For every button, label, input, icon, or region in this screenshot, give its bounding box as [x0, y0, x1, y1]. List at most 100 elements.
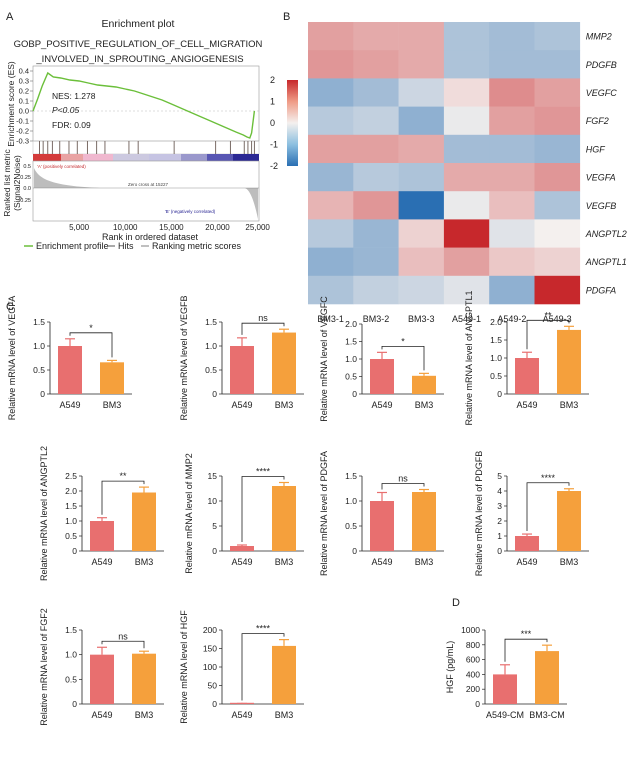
heatmap-col-label: A549-3 — [543, 314, 572, 324]
heatmap-cell — [489, 78, 535, 107]
heatmap-cell — [489, 50, 535, 79]
bar-chart: 0 200 400 600 800 1000 A549-CM BM3-CM *** HGF (pg… — [445, 625, 567, 720]
heatmap-cell — [353, 78, 399, 107]
bar-y-tick-label: 1000 — [461, 625, 480, 635]
bar-a549 — [58, 346, 82, 394]
bar-a549 — [515, 358, 539, 394]
bar-y-tick-label: 0 — [352, 389, 357, 399]
colorbar-tick-label: -1 — [270, 140, 278, 150]
heatmap-row-label: VEGFB — [586, 201, 617, 211]
bar-y-tick-label: 2.5 — [65, 471, 77, 481]
heatmap-cell — [353, 219, 399, 248]
gsea-fdr: FDR: 0.09 — [52, 120, 91, 130]
heatmap-cell — [308, 50, 354, 79]
bar-y-tick-label: 0.5 — [65, 531, 77, 541]
bar-y-tick-label: 200 — [203, 625, 217, 635]
heatmap-cell — [308, 163, 354, 192]
bar-y-tick-label: 1.5 — [490, 335, 502, 345]
es-axis-ticks: 0.40.30.20.10.0-0.1-0.2-0.3 — [16, 67, 259, 146]
rank-tick-label: 0.25 — [20, 175, 31, 181]
significance-label: ** — [119, 471, 127, 481]
bar-y-tick-label: 0.5 — [490, 371, 502, 381]
bar-category-label: A549 — [231, 557, 252, 567]
rank-x-tick-label: 25,000 — [245, 223, 270, 232]
heatmap-cell — [398, 219, 445, 248]
bar-category-label: BM3 — [275, 557, 294, 567]
panel-label-b: B — [283, 11, 290, 23]
bar-bm3 — [132, 653, 156, 704]
significance-bracket — [381, 345, 425, 371]
bar-y-tick-label: 0 — [72, 546, 77, 556]
es-tick-label: 0.2 — [19, 87, 29, 96]
colorbar-tick-label: 1 — [270, 97, 275, 107]
bar-y-tick-label: 1.0 — [65, 516, 77, 526]
gsea-geneset-line1: GOBP_POSITIVE_REGULATION_OF_CELL_MIGRATI… — [14, 39, 263, 50]
heatmap-colorbar — [287, 80, 298, 166]
bar-category-label: BM3 — [135, 557, 154, 567]
bar-charts: 0 0.5 1.0 1.5 A549 BM3 * Relative mRNA level of… — [7, 290, 589, 726]
bar-y-tick-label: 0 — [40, 389, 45, 399]
bar-chart: 0 0.5 1.0 1.5 2.0 A549 BM3 ** Relative mRNA leve… — [464, 290, 589, 426]
bar-y-tick-label: 0 — [475, 699, 480, 709]
significance-bracket — [241, 633, 285, 701]
heatmap-panel: MMP2 PDGFB VEGFC FGF2 HGF VEGFA VEGFB ANGPTL2 AN… — [308, 22, 627, 324]
bar-y-tick-label: 2 — [497, 516, 502, 526]
heatmap-cell — [534, 219, 581, 248]
bar-a549 — [90, 521, 114, 551]
bar-y-tick-label: 10 — [208, 496, 218, 506]
heatmap-cell — [489, 191, 535, 220]
heatmap-cell — [353, 134, 399, 164]
significance-label: ns — [258, 313, 268, 323]
significance-label: ** — [544, 310, 552, 320]
rank-xlabel: Rank in ordered dataset — [102, 232, 199, 242]
bar-y-tick-label: 0 — [72, 699, 77, 709]
bar-bm3 — [412, 492, 436, 551]
bar-y-tick-label: 0.5 — [205, 365, 217, 375]
heatmap-cell — [398, 106, 445, 136]
es-tick-label: 0.1 — [19, 97, 29, 106]
bar-bm3 — [412, 375, 436, 394]
bar-y-tick-label: 2.0 — [490, 317, 502, 327]
heatmap-cell — [398, 134, 445, 164]
significance-label: * — [89, 323, 93, 333]
bar-chart: 0 1 2 3 4 5 A549 BM3 **** Relative mRNA level of … — [474, 451, 589, 577]
legend-curve-label: Enrichment profile — [36, 241, 109, 251]
bar-ylabel: Relative mRNA level of ANGPTL1 — [464, 290, 474, 425]
heatmap-row-label: VEGFA — [586, 173, 616, 183]
es-tick-label: 0.0 — [19, 107, 29, 116]
heatmap-cell — [353, 106, 399, 136]
heatmap-cell — [308, 22, 354, 51]
bar-category-label: A549 — [231, 400, 252, 410]
heatmap-cell — [489, 22, 535, 51]
bar-y-tick-label: 600 — [466, 655, 480, 665]
es-tick-label: -0.3 — [16, 137, 29, 146]
significance-bracket — [381, 483, 425, 490]
heatmap-cell — [443, 219, 490, 248]
rank-axis-ticks: 0.5 0.25 0.0 -0.25 — [18, 164, 31, 204]
panel-label-c: C — [6, 301, 14, 313]
significance-label: ns — [398, 474, 408, 484]
heatmap-row-label: HGF — [586, 144, 606, 154]
heatmap-cell — [489, 163, 535, 192]
gsea-title: Enrichment plot — [102, 18, 175, 30]
bar-y-tick-label: 200 — [466, 684, 480, 694]
gsea-nes: NES: 1.278 — [52, 91, 96, 101]
bar-a549-cm — [493, 674, 517, 704]
bar-y-tick-label: 0 — [497, 389, 502, 399]
heatmap-col-label: BM3-3 — [408, 314, 435, 324]
bar-chart: 0 5 10 15 A549 BM3 **** Relative mRNA level of … — [184, 453, 304, 574]
bar-ylabel: Relative mRNA level of PDGFB — [474, 451, 484, 577]
bar-a549 — [230, 346, 254, 394]
heatmap-cell — [489, 219, 535, 248]
bar-bm3 — [132, 492, 156, 551]
bar-y-tick-label: 800 — [466, 640, 480, 650]
heatmap-cell — [398, 247, 445, 277]
heatmap-cell — [353, 247, 399, 277]
bar-y-tick-label: 0 — [212, 699, 217, 709]
heatmap-col-label: A549-2 — [497, 314, 526, 324]
bar-category-label: BM3 — [415, 400, 434, 410]
heatmap-cell — [489, 106, 535, 136]
heatmap-cell — [534, 247, 581, 277]
heatmap-row-label: VEGFC — [586, 88, 618, 98]
heatmap-cell — [353, 163, 399, 192]
